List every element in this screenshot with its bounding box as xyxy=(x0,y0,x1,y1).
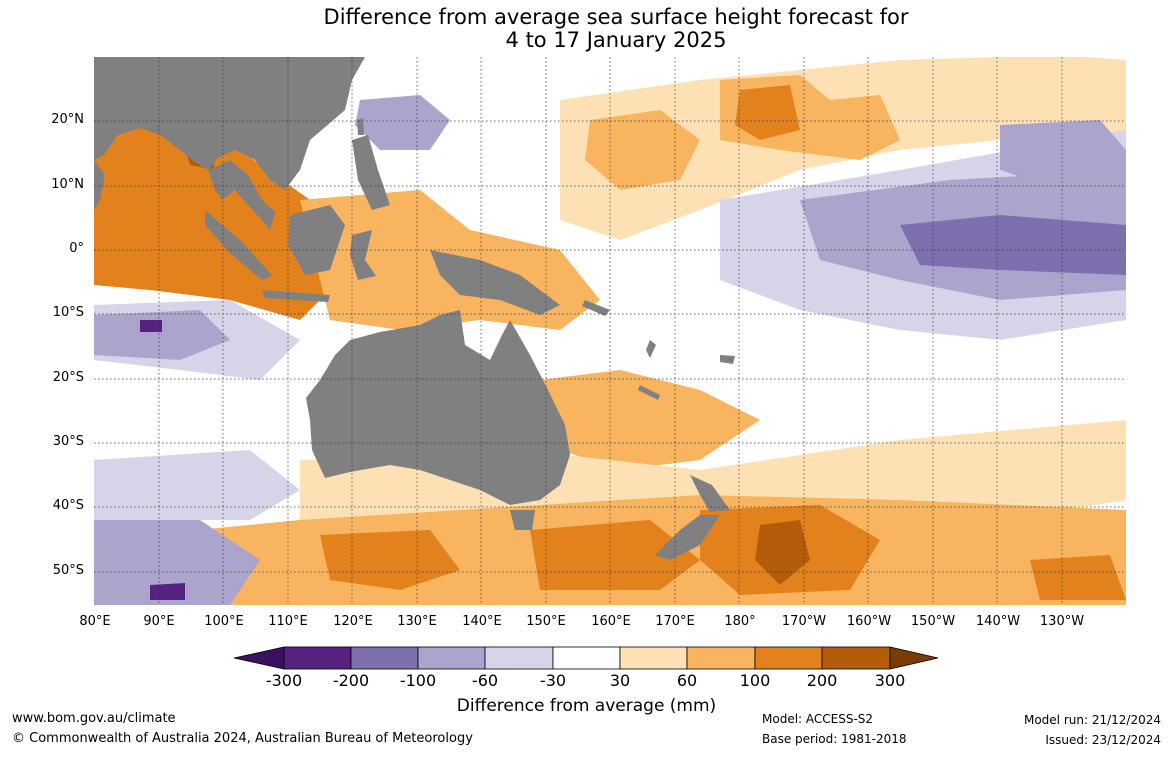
negative-anomaly-fields xyxy=(94,95,1126,605)
colorbar-swatch xyxy=(283,646,352,670)
australia xyxy=(306,310,570,505)
new-caledonia xyxy=(638,385,660,400)
colorbar-label: -300 xyxy=(265,671,303,690)
north-pacific-moderate-neg xyxy=(1000,120,1126,200)
tasman-moderate xyxy=(540,370,760,470)
southern-ocean-strong-3 xyxy=(320,530,460,590)
colorbar-swatch xyxy=(552,646,621,670)
lon-label: 130°E xyxy=(397,614,437,629)
lat-label: 0° xyxy=(69,241,84,256)
lon-label: 180° xyxy=(724,614,756,629)
colorbar-label: -100 xyxy=(399,671,437,690)
lon-label: 150°E xyxy=(526,614,566,629)
colorbar-label: 30 xyxy=(609,671,631,690)
india-peninsula xyxy=(94,160,105,210)
lat-label: 20°S xyxy=(52,370,84,385)
base-period: Base period: 1981-2018 xyxy=(762,732,907,746)
lon-label: 150°W xyxy=(910,614,956,629)
lon-label: 170°W xyxy=(781,614,827,629)
lon-label: 170°E xyxy=(655,614,695,629)
website-link[interactable]: www.bom.gov.au/climate xyxy=(12,711,176,726)
lon-label: 100°E xyxy=(204,614,244,629)
nz-peak-anomaly xyxy=(755,520,810,585)
philippine-sea-moderate xyxy=(355,95,450,150)
southern-ocean-strong-1 xyxy=(530,520,700,590)
indian-ocean-warm-region xyxy=(94,100,350,320)
new-zealand-south xyxy=(655,515,720,560)
colorbar-label: -60 xyxy=(471,671,499,690)
colorbar-label: -200 xyxy=(332,671,370,690)
map-title: Difference from average sea surface heig… xyxy=(323,5,909,29)
lon-label: 160°E xyxy=(591,614,631,629)
north-pacific-strong xyxy=(735,85,800,140)
southern-ocean-strong-4 xyxy=(1030,555,1126,600)
new-zealand-north xyxy=(690,475,730,512)
lat-label: 10°N xyxy=(51,177,84,192)
colorbar-swatch xyxy=(686,646,756,670)
southwest-indian-moderate xyxy=(94,520,260,605)
issued-date: Issued: 23/12/2024 xyxy=(1045,733,1161,747)
sulawesi xyxy=(350,230,376,280)
south-indian-strong xyxy=(140,320,162,332)
equatorial-pacific-strong xyxy=(900,215,1126,275)
colorbar-label: -30 xyxy=(539,671,567,690)
lon-label: 140°W xyxy=(975,614,1021,629)
colorbar-swatch xyxy=(484,646,554,670)
colorbar-label: 200 xyxy=(806,671,838,690)
lon-label: 120°E xyxy=(333,614,373,629)
colorbar-swatch xyxy=(754,646,823,670)
colorbar-unit-label: Difference from average (mm) xyxy=(456,696,717,716)
colorbar-swatch xyxy=(350,646,419,670)
lat-label: 20°N xyxy=(51,112,84,127)
colorbar-label: 60 xyxy=(676,671,698,690)
map-subtitle: 4 to 17 January 2025 xyxy=(505,28,727,52)
colorbar-min-arrow xyxy=(233,646,285,670)
lon-label: 80°E xyxy=(79,614,111,629)
java xyxy=(262,290,330,302)
colorbar-label: 100 xyxy=(739,671,771,690)
colorbar-swatch xyxy=(619,646,688,670)
south-indian-moderate xyxy=(94,310,230,360)
lat-label: 10°S xyxy=(52,305,84,320)
model-run-date: Model run: 21/12/2024 xyxy=(1023,713,1161,727)
lat-label: 40°S xyxy=(52,498,84,513)
lat-label: 30°S xyxy=(52,434,84,449)
west-pacific-moderate xyxy=(585,110,700,190)
lon-label: 110°E xyxy=(268,614,308,629)
colorbar-max-arrow xyxy=(889,646,939,670)
tasmania xyxy=(510,510,535,530)
fiji xyxy=(720,355,735,364)
new-guinea xyxy=(430,250,560,315)
colorbar-swatch xyxy=(821,646,891,670)
lon-label: 130°W xyxy=(1039,614,1085,629)
solomon-islands xyxy=(582,300,610,316)
vanuatu xyxy=(646,340,656,358)
lat-label: 50°S xyxy=(52,563,84,578)
philippines xyxy=(352,135,390,210)
colorbar-swatch xyxy=(417,646,486,670)
sumatra xyxy=(205,210,272,280)
borneo xyxy=(288,205,345,275)
model-name: Model: ACCESS-S2 xyxy=(762,712,874,726)
southwest-indian-strong xyxy=(150,583,185,600)
southwest-indian-light xyxy=(94,450,300,520)
taiwan xyxy=(357,118,364,135)
copyright-notice: © Commonwealth of Australia 2024, Austra… xyxy=(12,731,473,746)
land-masses xyxy=(94,57,735,560)
lon-label: 160°W xyxy=(846,614,892,629)
asia-mainland xyxy=(94,57,365,190)
map-area xyxy=(94,57,1126,605)
lon-label: 90°E xyxy=(143,614,175,629)
colorbar xyxy=(233,646,939,670)
lon-label: 140°E xyxy=(462,614,502,629)
graticule xyxy=(94,57,1126,605)
indochina xyxy=(208,160,275,230)
colorbar-label: 300 xyxy=(874,671,906,690)
